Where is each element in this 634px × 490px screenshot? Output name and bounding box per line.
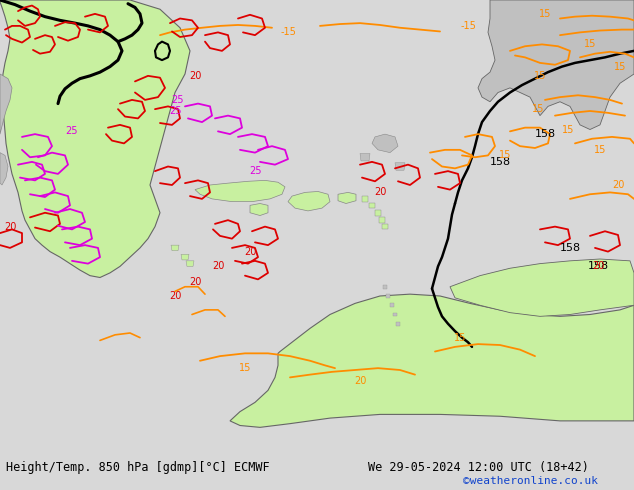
Polygon shape <box>362 196 368 202</box>
Polygon shape <box>382 224 388 229</box>
Polygon shape <box>186 261 194 267</box>
Polygon shape <box>372 134 398 152</box>
Polygon shape <box>171 245 179 251</box>
Polygon shape <box>230 294 634 427</box>
Polygon shape <box>195 180 285 202</box>
Text: 158: 158 <box>559 243 581 253</box>
Text: 15: 15 <box>499 150 511 160</box>
Text: 20: 20 <box>169 291 181 301</box>
Polygon shape <box>478 0 634 129</box>
Text: 20: 20 <box>189 71 201 81</box>
Text: 15: 15 <box>584 39 596 49</box>
Text: 25: 25 <box>249 166 261 176</box>
Polygon shape <box>0 152 8 185</box>
Text: 158: 158 <box>588 261 609 271</box>
Polygon shape <box>181 254 189 260</box>
Polygon shape <box>360 153 370 161</box>
Polygon shape <box>390 303 394 307</box>
Polygon shape <box>375 210 381 216</box>
Text: 20: 20 <box>244 246 256 257</box>
Polygon shape <box>386 294 390 298</box>
Text: 158: 158 <box>489 157 510 167</box>
Polygon shape <box>450 259 634 317</box>
Polygon shape <box>379 218 385 223</box>
Text: 20: 20 <box>374 187 386 197</box>
Polygon shape <box>369 202 375 208</box>
Text: 20: 20 <box>189 277 201 287</box>
Polygon shape <box>338 193 356 203</box>
Text: We 29-05-2024 12:00 UTC (18+42): We 29-05-2024 12:00 UTC (18+42) <box>368 462 588 474</box>
Polygon shape <box>395 163 405 170</box>
Text: 25: 25 <box>172 95 184 105</box>
Text: 15: 15 <box>239 363 251 373</box>
Polygon shape <box>383 285 387 289</box>
Text: 20: 20 <box>4 221 16 232</box>
Polygon shape <box>393 313 397 317</box>
Polygon shape <box>396 322 400 325</box>
Text: ©weatheronline.co.uk: ©weatheronline.co.uk <box>463 476 598 486</box>
Text: 15: 15 <box>454 333 466 343</box>
Text: 20: 20 <box>592 261 604 271</box>
Text: Height/Temp. 850 hPa [gdmp][°C] ECMWF: Height/Temp. 850 hPa [gdmp][°C] ECMWF <box>6 462 270 474</box>
Text: 20: 20 <box>354 376 366 386</box>
Text: 25: 25 <box>169 106 181 116</box>
Text: 15: 15 <box>532 104 544 114</box>
Text: 158: 158 <box>534 129 555 139</box>
Polygon shape <box>250 203 268 216</box>
Polygon shape <box>0 74 12 134</box>
Polygon shape <box>288 192 330 211</box>
Text: -15: -15 <box>280 27 296 37</box>
Text: 20: 20 <box>612 180 624 190</box>
Polygon shape <box>0 0 190 277</box>
Text: 20: 20 <box>212 261 224 271</box>
Text: -15: -15 <box>460 21 476 31</box>
Text: 15: 15 <box>534 71 546 81</box>
Text: 15: 15 <box>539 9 551 19</box>
Text: 15: 15 <box>614 62 626 72</box>
Text: 25: 25 <box>66 126 78 136</box>
Text: 15: 15 <box>562 124 574 134</box>
Text: 15: 15 <box>594 145 606 155</box>
